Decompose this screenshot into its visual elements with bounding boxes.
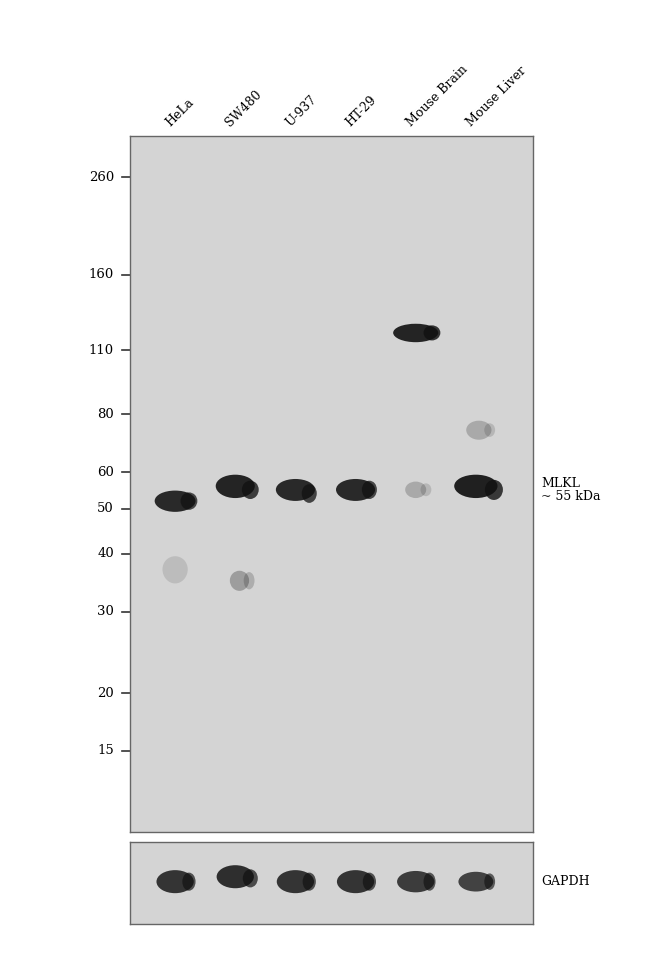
Text: GAPDH: GAPDH [541,875,590,889]
Text: MLKL: MLKL [541,476,580,490]
Text: U-937: U-937 [283,93,319,130]
Ellipse shape [183,872,196,891]
Ellipse shape [277,870,314,893]
Text: SW480: SW480 [223,88,265,130]
Ellipse shape [155,491,196,512]
Ellipse shape [363,872,376,891]
Ellipse shape [484,873,495,890]
Text: 60: 60 [97,466,114,478]
Ellipse shape [424,872,436,891]
Ellipse shape [458,872,493,892]
Ellipse shape [216,865,254,889]
Ellipse shape [303,872,316,891]
Text: 15: 15 [97,744,114,757]
Text: 80: 80 [97,408,114,421]
Ellipse shape [181,493,198,510]
Ellipse shape [243,869,258,888]
Ellipse shape [337,870,374,893]
Ellipse shape [276,479,315,500]
Text: 160: 160 [88,268,114,282]
Ellipse shape [485,480,503,499]
Text: 40: 40 [97,547,114,560]
Ellipse shape [454,474,497,499]
Ellipse shape [362,481,377,499]
Text: 260: 260 [88,170,114,184]
Ellipse shape [230,571,249,590]
Ellipse shape [216,474,255,499]
Text: HeLa: HeLa [163,96,196,130]
Ellipse shape [397,871,434,892]
Text: 50: 50 [97,502,114,515]
Ellipse shape [421,483,432,497]
Text: Mouse Liver: Mouse Liver [463,64,528,130]
Ellipse shape [466,421,491,439]
Text: 110: 110 [89,344,114,357]
Text: Mouse Brain: Mouse Brain [404,63,470,130]
Ellipse shape [393,323,438,343]
Ellipse shape [242,481,259,499]
Ellipse shape [424,325,440,341]
Ellipse shape [484,423,495,437]
Ellipse shape [302,484,317,503]
Ellipse shape [244,572,255,590]
Ellipse shape [336,479,375,500]
Ellipse shape [405,482,426,499]
Text: 20: 20 [97,686,114,700]
Ellipse shape [157,870,194,893]
Ellipse shape [162,557,188,584]
Text: ~ 55 kDa: ~ 55 kDa [541,490,601,502]
Text: HT-29: HT-29 [343,94,379,130]
Text: 30: 30 [97,605,114,618]
